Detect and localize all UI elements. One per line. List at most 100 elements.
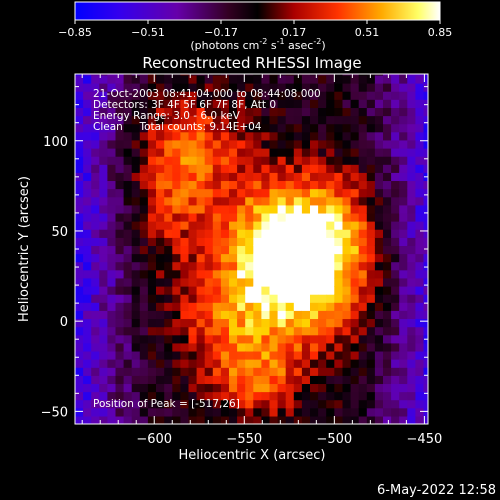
heatmap-cell [131,229,141,238]
heatmap-cell [366,415,376,424]
heatmap-cell [196,107,206,117]
heatmap-cell [188,367,198,376]
heatmap-cell [164,131,173,141]
heatmap-cell [180,350,190,360]
heatmap-cell [269,172,279,182]
heatmap-cell [139,383,149,393]
heatmap-cell [131,99,141,109]
heatmap-cell [115,91,125,100]
heatmap-cell [115,245,125,255]
heatmap-cell [399,342,408,352]
heatmap-cell [188,318,198,328]
heatmap-cell [277,123,287,133]
heatmap-cell [83,326,92,336]
heatmap-cell [423,221,428,230]
heatmap-cell [237,310,246,320]
heatmap-cell [374,212,384,222]
heatmap-cell [269,164,279,173]
heatmap-cell [212,391,222,401]
heatmap-cell [366,188,376,198]
heatmap-cell [391,391,400,401]
heatmap-cell [229,383,238,393]
heatmap-cell [269,318,279,328]
heatmap-cell [229,196,238,206]
heatmap-cell [293,269,303,279]
heatmap-cell [253,342,262,352]
heatmap-cell [350,367,360,376]
heatmap-cell [326,391,335,401]
heatmap-cell [237,221,246,230]
heatmap-cell [245,74,254,84]
heatmap-cell [261,286,271,295]
heatmap-cell [229,91,238,100]
heatmap-cell [342,148,352,157]
heatmap-cell [131,415,141,424]
heatmap-cell [342,164,352,173]
heatmap-cell [415,212,425,222]
heatmap-cell [358,123,368,133]
heatmap-cell [383,172,392,182]
heatmap-cell [253,237,262,247]
heatmap-cell [220,83,230,92]
heatmap-cell [196,286,206,295]
heatmap-cell [245,302,254,311]
heatmap-cell [75,310,84,320]
heatmap-cell [350,334,360,344]
heatmap-cell [156,107,165,117]
heatmap-cell [164,391,173,401]
heatmap-cell [399,318,408,328]
heatmap-cell [326,359,335,368]
heatmap-cell [342,286,352,295]
heatmap-cell [293,286,303,295]
heatmap-cell [253,115,262,125]
heatmap-cell [115,204,125,214]
heatmap-cell [107,180,117,190]
heatmap-cell [391,107,400,117]
heatmap-cell [310,269,319,279]
heatmap-cell [285,115,295,125]
heatmap-cell [131,269,141,279]
heatmap-cell [423,383,428,393]
heatmap-cell [269,221,279,230]
heatmap-cell [220,286,230,295]
heatmap-cell [115,107,125,117]
heatmap-cell [318,148,327,157]
heatmap-cell [277,204,287,214]
heatmap-cell [237,269,246,279]
heatmap-cell [156,350,165,360]
heatmap-cell [269,229,279,238]
heatmap-cell [131,123,141,133]
heatmap-cell [310,277,319,287]
heatmap-cell [261,383,271,393]
heatmap-cell [334,375,343,385]
heatmap-cell [383,399,392,409]
heatmap-cell [301,196,311,206]
heatmap-cell [164,326,173,336]
heatmap-cell [172,391,181,401]
heatmap-cell [229,359,238,368]
heatmap-cell [172,204,181,214]
heatmap-cell [164,74,173,76]
heatmap-cell [180,399,190,409]
heatmap-cell [342,302,352,311]
heatmap-cell [374,269,384,279]
heatmap-cell [99,342,108,352]
heatmap-cell [326,83,335,92]
heatmap-cell [172,164,181,173]
heatmap-cell [383,415,392,424]
heatmap-cell [237,237,246,247]
heatmap-cell [301,367,311,376]
heatmap-cell [196,164,206,173]
heatmap-cell [123,91,133,100]
heatmap-cell [399,407,408,417]
heatmap-cell [156,74,165,76]
heatmap-cell [212,350,222,360]
heatmap-cell [156,326,165,336]
heatmap-cell [407,83,416,92]
heatmap-cell [156,123,165,133]
heatmap-cell [383,310,392,320]
heatmap-cell [229,310,238,320]
heatmap-cell [342,359,352,368]
heatmap-cell [172,123,181,133]
heatmap-cell [172,91,181,100]
